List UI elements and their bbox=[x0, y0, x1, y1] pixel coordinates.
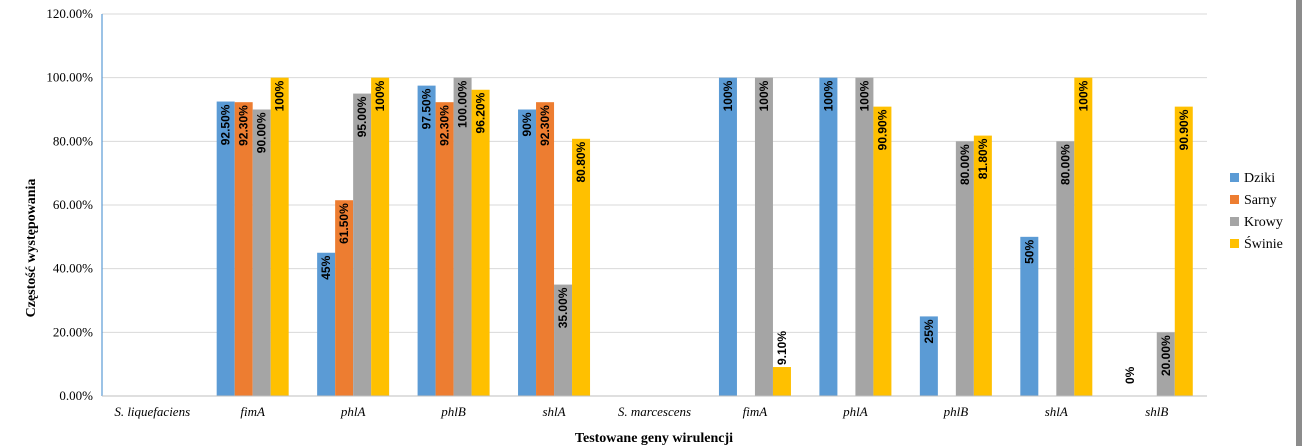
bar bbox=[1174, 106, 1193, 396]
bar bbox=[216, 101, 235, 397]
bar-data-label: 100% bbox=[821, 80, 835, 111]
bar-data-label: 100.00% bbox=[456, 80, 470, 128]
y-tick-label: 60.00% bbox=[53, 197, 93, 212]
y-tick-label: 120.00% bbox=[46, 6, 93, 21]
bar-data-labels: 92.50% 92.30% 90.00% 100% 45% 61.50% 95.00% 100… bbox=[219, 80, 1191, 384]
legend-swatch bbox=[1230, 173, 1239, 182]
y-tick-label: 20.00% bbox=[53, 324, 93, 339]
bar-data-label: 100% bbox=[273, 80, 287, 111]
bar bbox=[435, 102, 454, 396]
bar-data-label: 92.50% bbox=[219, 104, 233, 145]
bar bbox=[252, 109, 271, 396]
legend-swatch bbox=[1230, 195, 1239, 204]
bar bbox=[955, 141, 974, 396]
bar bbox=[919, 316, 938, 396]
x-tick-label: S. marcescens bbox=[618, 404, 691, 419]
x-tick-label: shlA bbox=[1045, 404, 1068, 419]
bar bbox=[1056, 141, 1075, 396]
bar bbox=[335, 200, 354, 396]
window-edge bbox=[1296, 0, 1302, 446]
bar-data-label: 90.90% bbox=[875, 109, 889, 150]
x-axis-title: Testowane geny wirulencji bbox=[575, 431, 733, 446]
bar-data-label: 100% bbox=[1076, 80, 1090, 111]
bar bbox=[873, 106, 892, 396]
bar-data-label: 50% bbox=[1022, 240, 1036, 264]
legend-swatch bbox=[1230, 217, 1239, 226]
bar bbox=[518, 109, 537, 396]
bar-data-label: 100% bbox=[373, 80, 387, 111]
x-tick-label: shlA bbox=[542, 404, 565, 419]
bars bbox=[216, 77, 1193, 397]
bar bbox=[453, 77, 472, 397]
x-tick-label: phlB bbox=[440, 404, 466, 419]
bar bbox=[554, 284, 573, 396]
bar-data-label: 90% bbox=[520, 112, 534, 136]
bar-data-label: 9.10% bbox=[775, 331, 789, 365]
bar-data-label: 20.00% bbox=[1159, 335, 1173, 376]
bar bbox=[855, 77, 874, 397]
bar bbox=[1074, 77, 1093, 397]
bar-data-label: 25% bbox=[922, 319, 936, 343]
y-tick-label: 0.00% bbox=[59, 388, 93, 403]
bar-data-label: 45% bbox=[319, 255, 333, 279]
bar bbox=[718, 77, 737, 397]
legend-label: Dziki bbox=[1244, 171, 1275, 186]
bar bbox=[417, 85, 436, 396]
x-tick-label: phlA bbox=[842, 404, 868, 419]
bar bbox=[754, 77, 773, 397]
bar-data-label: 100% bbox=[757, 80, 771, 111]
y-axis-title: Częstość występowania bbox=[24, 179, 39, 318]
bar-data-label: 80.80% bbox=[574, 141, 588, 182]
y-tick-label: 80.00% bbox=[53, 133, 93, 148]
y-tick-labels: 0.00% 20.00% 40.00% 60.00% 80.00% 100.00% 120.… bbox=[46, 6, 93, 403]
y-tick-label: 100.00% bbox=[46, 70, 93, 85]
bar-data-label: 90.90% bbox=[1177, 109, 1191, 150]
bar bbox=[353, 93, 372, 396]
x-tick-label: fimA bbox=[240, 404, 265, 419]
bar-data-label: 92.30% bbox=[237, 105, 251, 146]
x-tick-label: phlB bbox=[943, 404, 969, 419]
bar-data-label: 81.80% bbox=[976, 138, 990, 179]
bar bbox=[270, 77, 289, 397]
x-tick-label: fimA bbox=[743, 404, 768, 419]
bar bbox=[973, 135, 992, 396]
bar bbox=[819, 77, 838, 397]
x-tick-labels: S. liquefaciens fimA phlA phlB shlA S. marces… bbox=[114, 404, 1168, 419]
x-tick-label: S. liquefaciens bbox=[114, 404, 190, 419]
bar bbox=[371, 77, 390, 397]
legend-label: Sarny bbox=[1244, 193, 1277, 208]
x-tick-label: shlB bbox=[1145, 404, 1168, 419]
bar-data-label: 80.00% bbox=[958, 144, 972, 185]
bar bbox=[234, 102, 253, 396]
axes bbox=[101, 14, 1207, 397]
bar-data-label: 0% bbox=[1123, 366, 1137, 384]
x-tick-label: phlA bbox=[340, 404, 366, 419]
bar-data-label: 90.00% bbox=[255, 112, 269, 153]
bar-data-label: 92.30% bbox=[538, 105, 552, 146]
bar-data-label: 97.50% bbox=[420, 88, 434, 129]
bar-data-label: 92.30% bbox=[438, 105, 452, 146]
bar bbox=[471, 89, 490, 396]
bar bbox=[572, 138, 591, 396]
y-tick-label: 40.00% bbox=[53, 261, 93, 276]
bar bbox=[1156, 332, 1175, 396]
bar bbox=[536, 102, 555, 396]
bar-data-label: 80.00% bbox=[1058, 144, 1072, 185]
bar-data-label: 95.00% bbox=[355, 96, 369, 137]
bar bbox=[1020, 236, 1039, 396]
bar bbox=[317, 252, 336, 396]
bar-data-label: 96.20% bbox=[474, 92, 488, 133]
legend-label: Świnie bbox=[1244, 235, 1283, 252]
legend-swatch bbox=[1230, 239, 1239, 248]
bar-data-label: 100% bbox=[857, 80, 871, 111]
bar bbox=[772, 367, 791, 396]
bar-data-label: 35.00% bbox=[556, 287, 570, 328]
legend: Dziki Sarny Krowy Świnie bbox=[1230, 171, 1283, 252]
bar-data-label: 61.50% bbox=[337, 203, 351, 244]
legend-label: Krowy bbox=[1244, 215, 1283, 230]
bar-data-label: 100% bbox=[721, 80, 735, 111]
